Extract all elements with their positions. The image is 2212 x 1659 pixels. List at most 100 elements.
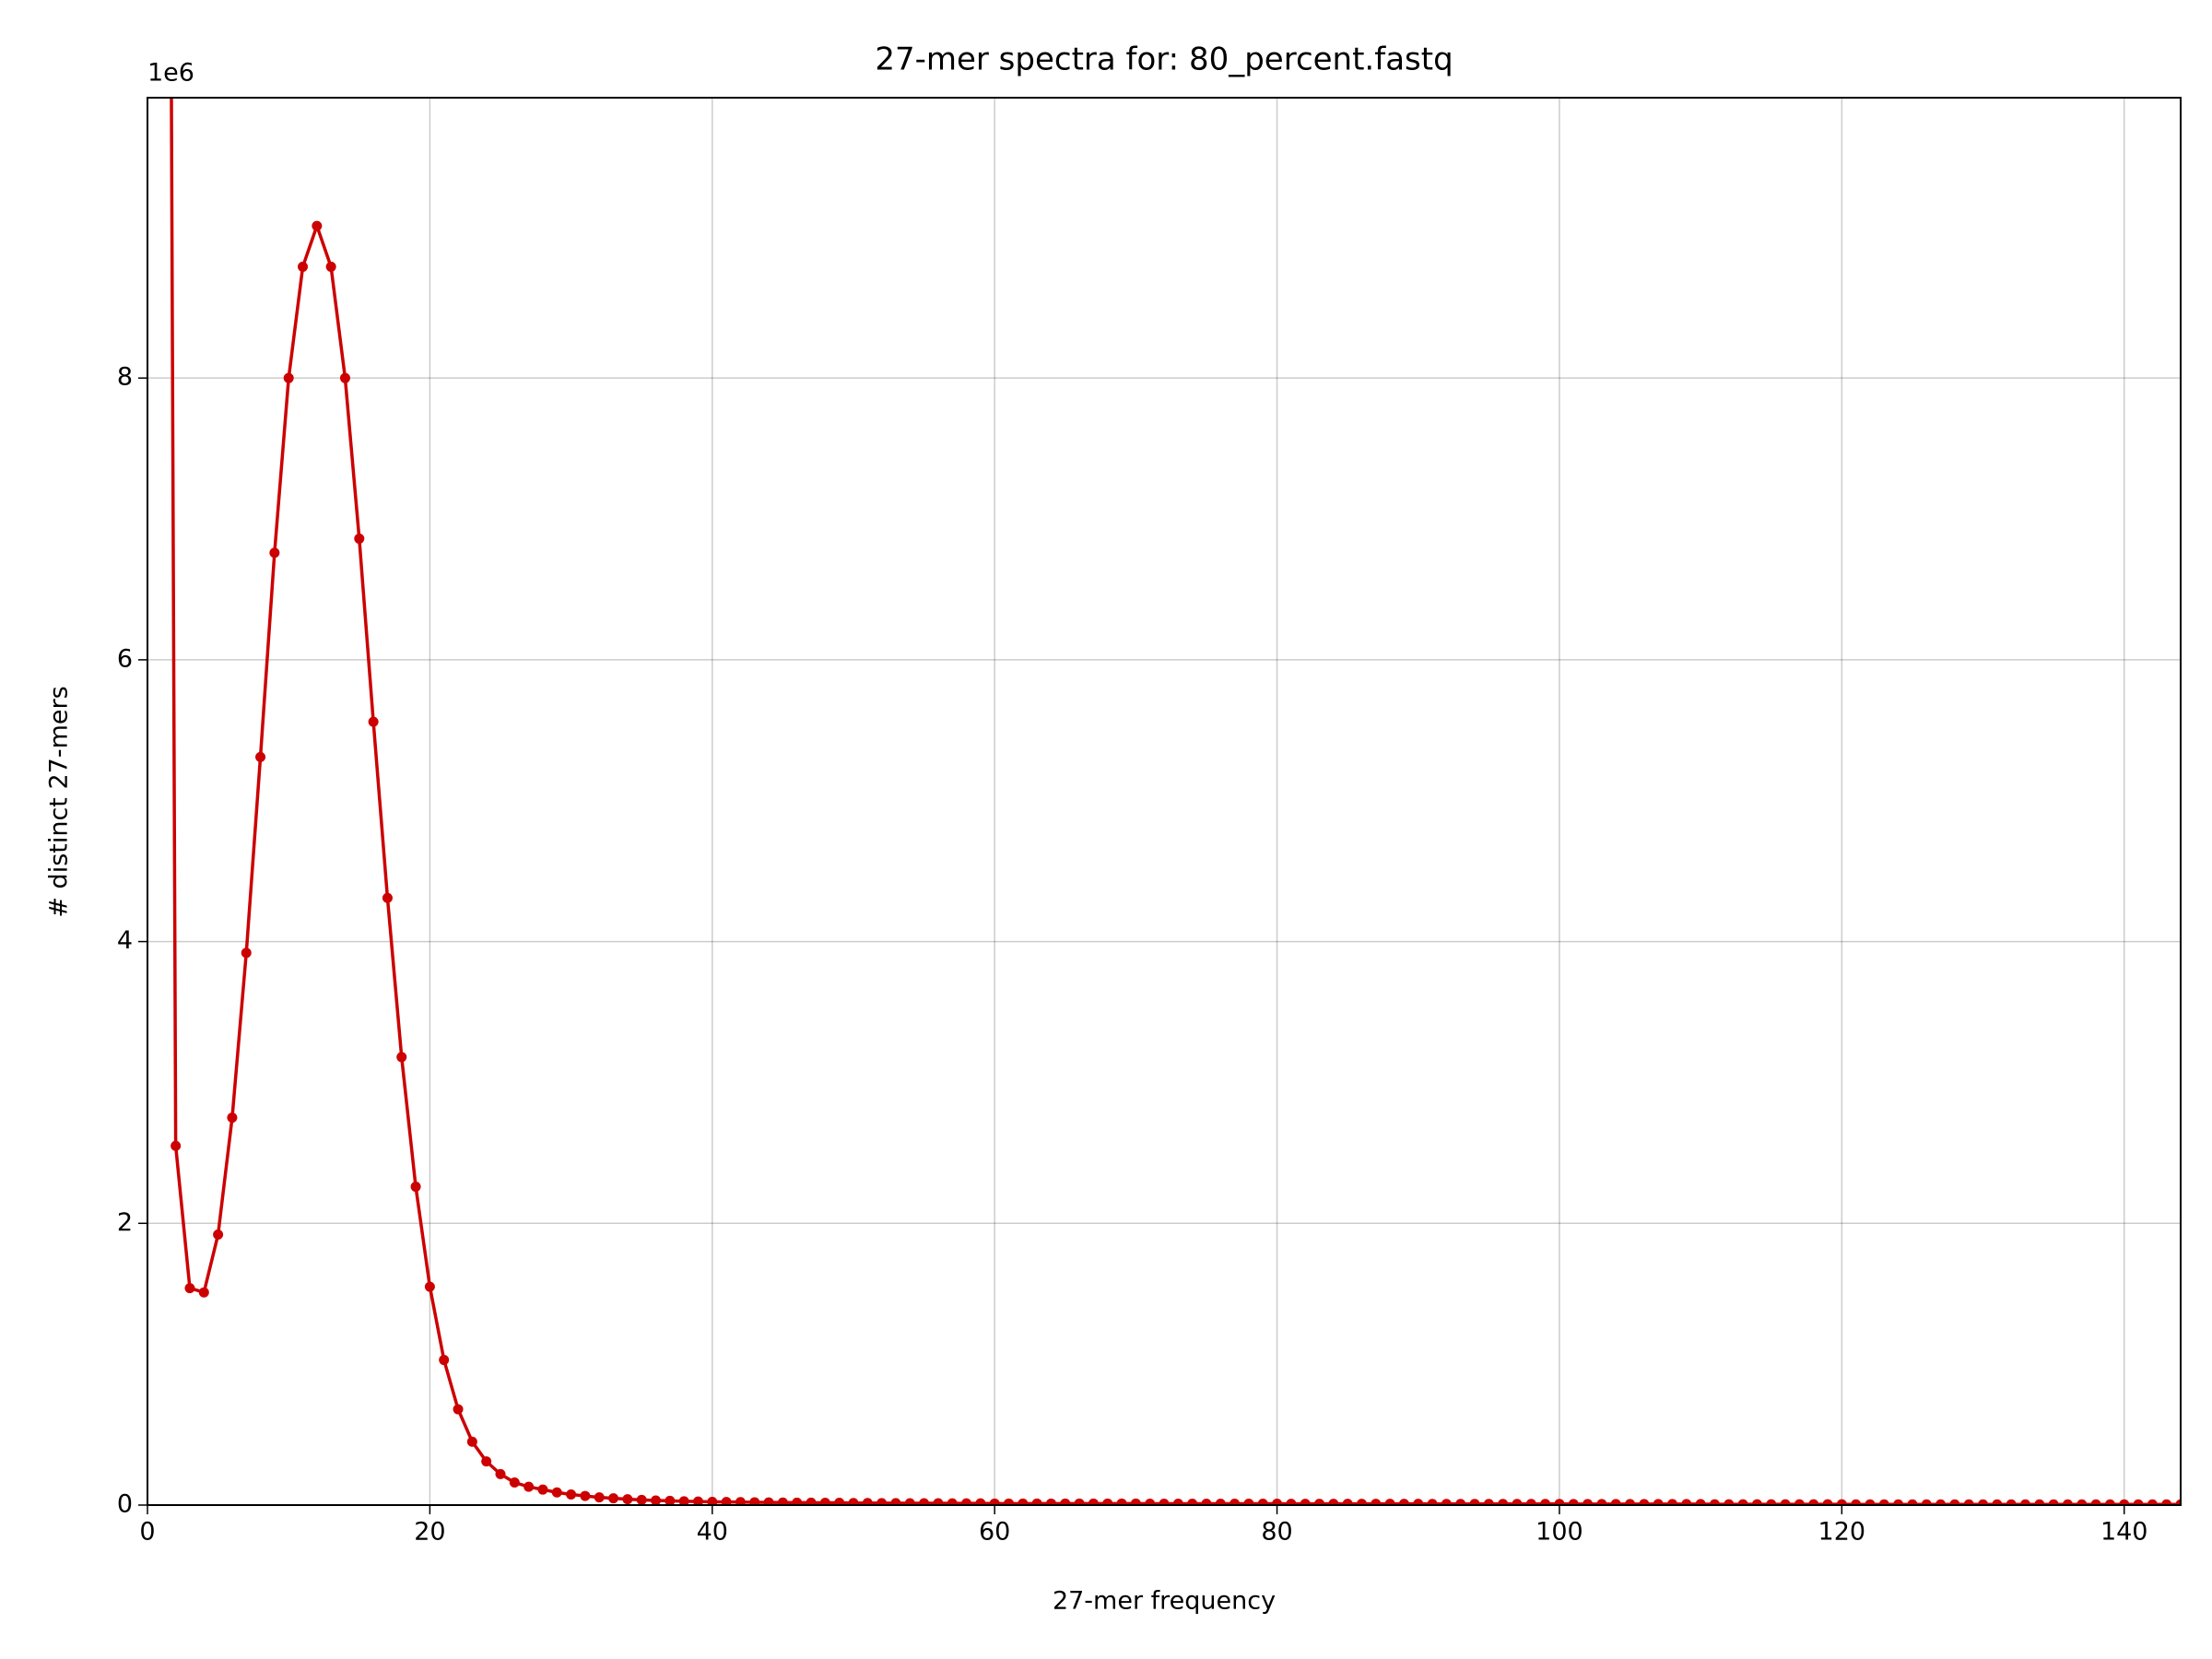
data-point bbox=[255, 751, 266, 762]
data-point bbox=[1201, 1498, 1212, 1505]
data-point bbox=[735, 1497, 746, 1505]
x-tick-label: 80 bbox=[1261, 1518, 1292, 1547]
data-point bbox=[933, 1498, 944, 1505]
data-point bbox=[312, 220, 323, 231]
data-point bbox=[1921, 1499, 1932, 1505]
data-point bbox=[1625, 1499, 1636, 1505]
data-point bbox=[1512, 1499, 1523, 1505]
data-point bbox=[806, 1497, 817, 1505]
data-point bbox=[524, 1481, 535, 1492]
data-point bbox=[1286, 1499, 1297, 1505]
data-point bbox=[1172, 1498, 1183, 1505]
data-point bbox=[1907, 1499, 1918, 1505]
data-point bbox=[749, 1497, 760, 1505]
axes-frame bbox=[147, 97, 2182, 1506]
data-point bbox=[1031, 1498, 1042, 1505]
data-point bbox=[1314, 1499, 1325, 1505]
data-point bbox=[495, 1468, 506, 1479]
data-point bbox=[678, 1496, 689, 1505]
data-point bbox=[1018, 1498, 1029, 1505]
x-tick-label: 20 bbox=[414, 1518, 445, 1547]
data-point bbox=[410, 1182, 421, 1193]
data-point bbox=[1384, 1499, 1395, 1505]
data-point bbox=[1427, 1499, 1438, 1505]
data-point bbox=[1978, 1499, 1989, 1505]
data-point bbox=[481, 1456, 492, 1467]
data-point bbox=[961, 1498, 972, 1505]
y-tick-label: 6 bbox=[117, 644, 133, 673]
data-point bbox=[1483, 1499, 1494, 1505]
data-point bbox=[1257, 1498, 1268, 1505]
data-point bbox=[1525, 1499, 1536, 1505]
data-point bbox=[834, 1498, 845, 1505]
x-tick-label: 60 bbox=[979, 1518, 1010, 1547]
data-point bbox=[1342, 1499, 1353, 1505]
data-point bbox=[396, 1052, 407, 1063]
data-point bbox=[466, 1436, 477, 1447]
data-point bbox=[1469, 1499, 1480, 1505]
data-point bbox=[1215, 1498, 1226, 1505]
data-point bbox=[1737, 1499, 1748, 1505]
data-point bbox=[354, 533, 365, 544]
data-point bbox=[1300, 1499, 1311, 1505]
data-point bbox=[2175, 1499, 2181, 1505]
data-point bbox=[269, 547, 280, 559]
data-point bbox=[1187, 1498, 1198, 1505]
data-point bbox=[509, 1477, 520, 1488]
data-point bbox=[777, 1497, 788, 1505]
data-point bbox=[1681, 1499, 1692, 1505]
data-point bbox=[877, 1498, 888, 1505]
data-point bbox=[1610, 1499, 1621, 1505]
data-point bbox=[862, 1498, 873, 1505]
data-point bbox=[1822, 1499, 1833, 1505]
data-point bbox=[1865, 1499, 1876, 1505]
data-point bbox=[298, 261, 309, 272]
data-point bbox=[1766, 1499, 1777, 1505]
y-tick-label: 2 bbox=[117, 1208, 133, 1237]
data-point bbox=[1639, 1499, 1650, 1505]
data-point bbox=[2062, 1499, 2073, 1505]
data-point bbox=[2019, 1499, 2030, 1505]
data-point bbox=[2090, 1499, 2101, 1505]
data-point bbox=[1949, 1499, 1960, 1505]
data-point bbox=[792, 1497, 803, 1505]
data-point bbox=[1695, 1499, 1706, 1505]
data-point bbox=[2147, 1499, 2158, 1505]
data-point bbox=[622, 1494, 633, 1505]
y-tick-label: 4 bbox=[117, 926, 133, 955]
data-point bbox=[636, 1494, 647, 1505]
data-point bbox=[339, 372, 350, 383]
x-tick-label: 140 bbox=[2100, 1518, 2148, 1547]
data-point bbox=[2006, 1499, 2017, 1505]
x-tick-label: 120 bbox=[1818, 1518, 1866, 1547]
data-point bbox=[1653, 1499, 1664, 1505]
data-point bbox=[368, 716, 379, 727]
data-point bbox=[1498, 1499, 1509, 1505]
data-point bbox=[707, 1496, 718, 1505]
data-point bbox=[1568, 1499, 1579, 1505]
data-point bbox=[1963, 1499, 1974, 1505]
data-point bbox=[1116, 1498, 1127, 1505]
data-point bbox=[1455, 1499, 1466, 1505]
data-point bbox=[1356, 1499, 1367, 1505]
data-point bbox=[2048, 1499, 2059, 1505]
data-point bbox=[1145, 1498, 1156, 1505]
data-point bbox=[1936, 1499, 1947, 1505]
data-point bbox=[1893, 1499, 1904, 1505]
data-point bbox=[1045, 1498, 1056, 1505]
data-point bbox=[763, 1497, 774, 1505]
data-point bbox=[1724, 1499, 1735, 1505]
data-point bbox=[171, 1140, 182, 1151]
data-point bbox=[283, 372, 294, 383]
data-point bbox=[382, 892, 393, 903]
data-point bbox=[453, 1404, 464, 1415]
data-point bbox=[1851, 1499, 1862, 1505]
data-point bbox=[1088, 1498, 1099, 1505]
data-point bbox=[819, 1498, 830, 1505]
data-point bbox=[904, 1498, 915, 1505]
y-tick-label: 8 bbox=[117, 363, 133, 392]
data-point bbox=[2034, 1499, 2045, 1505]
data-point bbox=[551, 1487, 562, 1498]
data-point bbox=[2133, 1499, 2144, 1505]
